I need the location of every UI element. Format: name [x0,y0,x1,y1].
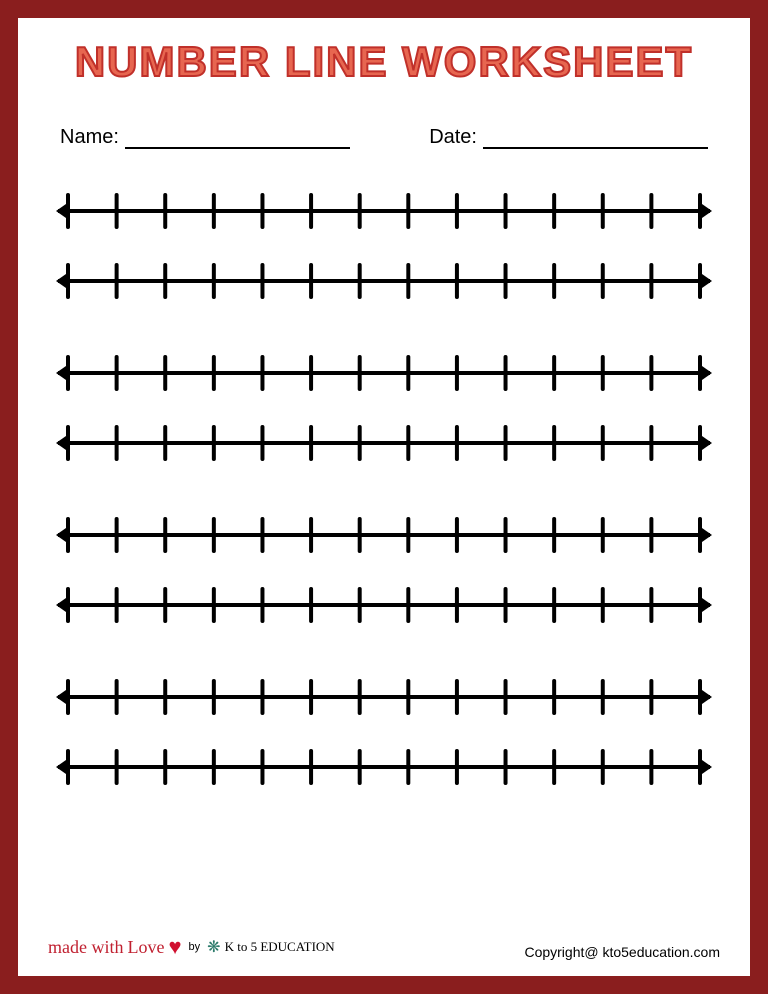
name-label: Name: [60,126,119,149]
page-title: NUMBER LINE WORKSHEET [56,38,712,86]
header-fields: Name: Date: [56,126,712,149]
date-label: Date: [429,126,477,149]
number-line [56,191,712,231]
name-blank [125,129,350,149]
number-line [56,747,712,787]
number-line [56,423,712,463]
credit-made-with: made with [48,937,123,958]
leaf-icon: ❋ [207,937,220,957]
credit-love: Love [127,937,164,958]
number-line [56,261,712,301]
copyright: Copyright@ kto5education.com [524,944,720,960]
number-line [56,677,712,717]
footer: made with Love ♥ by ❋ K to 5 EDUCATION C… [48,934,720,960]
credit-by: by [189,941,201,953]
numberline-groups [56,191,712,787]
date-blank [483,129,708,149]
heart-icon: ♥ [168,934,181,960]
worksheet-page: NUMBER LINE WORKSHEET Name: Date: made w… [18,18,750,976]
credit-brand: K to 5 EDUCATION [225,939,335,955]
numberline-group [56,353,712,463]
date-field: Date: [429,126,708,149]
numberline-group [56,677,712,787]
number-line [56,515,712,555]
credit: made with Love ♥ by ❋ K to 5 EDUCATION [48,934,335,960]
name-field: Name: [60,126,350,149]
numberline-group [56,515,712,625]
number-line [56,585,712,625]
number-line [56,353,712,393]
numberline-group [56,191,712,301]
